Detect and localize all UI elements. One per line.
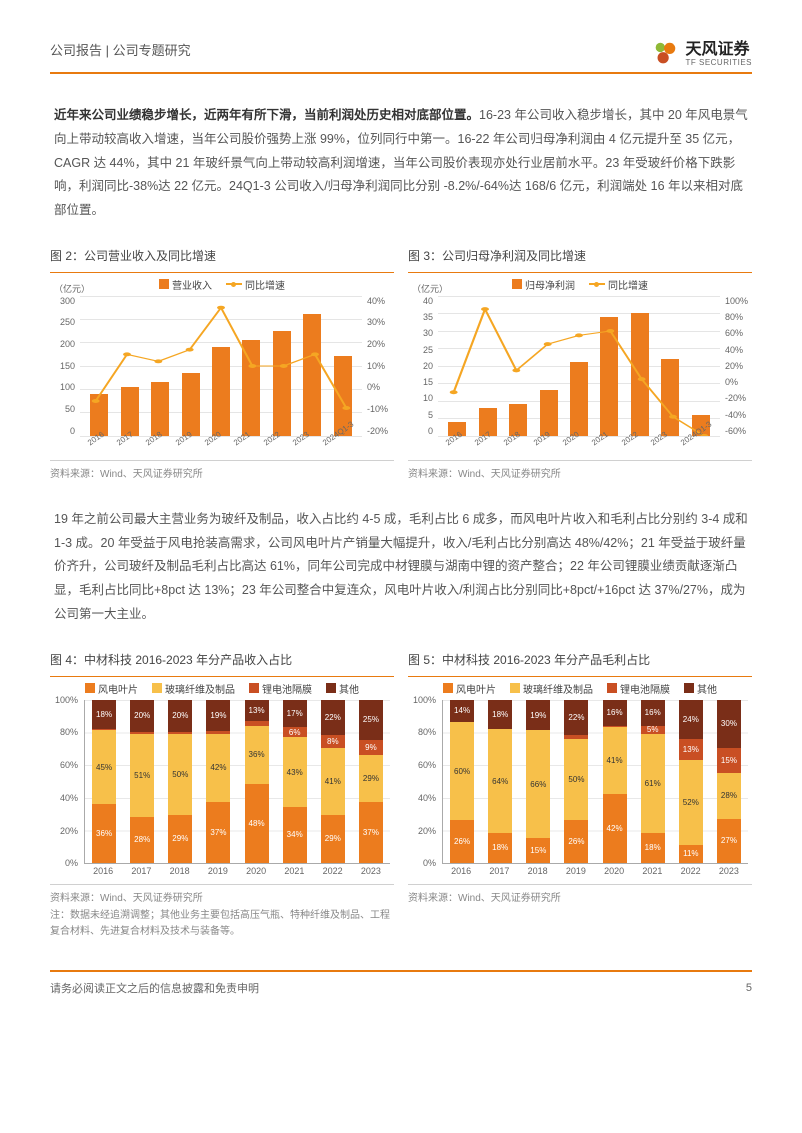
fig3-legend: 归母净利润 同比增速	[408, 277, 752, 292]
fig3-title: 图 3：公司归母净利润及同比增速	[408, 247, 752, 264]
figure-2: 图 2：公司营业收入及同比增速 营业收入 同比增速 （亿元） 300250200…	[50, 247, 394, 480]
header: 公司报告 | 公司专题研究 天风证券 TF SECURITIES	[50, 40, 752, 68]
paragraph-1: 近年来公司业绩稳步增长，近两年有所下滑，当前利润处历史相对底部位置。16-23 …	[50, 104, 752, 223]
fig5-title: 图 5：中材科技 2016-2023 年分产品毛利占比	[408, 651, 752, 668]
fig4-chart: 100%80%60%40%20%0% 36%45%18%28%51%20%29%…	[50, 700, 394, 880]
fig4-legend: 风电叶片玻璃纤维及制品锂电池隔膜其他	[50, 681, 394, 696]
brand-sub: TF SECURITIES	[685, 58, 752, 67]
logo-icon	[651, 40, 679, 68]
fig5-legend: 风电叶片玻璃纤维及制品锂电池隔膜其他	[408, 681, 752, 696]
brand-logo: 天风证券 TF SECURITIES	[651, 40, 752, 68]
divider	[50, 72, 752, 74]
fig2-legend: 营业收入 同比增速	[50, 277, 394, 292]
figure-4: 图 4：中材科技 2016-2023 年分产品收入占比 风电叶片玻璃纤维及制品锂…	[50, 651, 394, 940]
fig3-chart: （亿元） 4035302520151050 100%80%60%40%20%0%…	[408, 296, 752, 456]
fig3-source: 资料来源：Wind、天风证券研究所	[408, 465, 752, 480]
fig4-title: 图 4：中材科技 2016-2023 年分产品收入占比	[50, 651, 394, 668]
fig4-note: 注：数据未经追溯调整；其他业务主要包括高压气瓶、特种纤维及制品、工程复合材料、先…	[50, 908, 394, 940]
page-number: 5	[746, 982, 752, 994]
fig4-source: 资料来源：Wind、天风证券研究所	[50, 889, 394, 904]
fig2-chart: （亿元） 300250200150100500 40%30%20%10%0%-1…	[50, 296, 394, 456]
fig2-title: 图 2：公司营业收入及同比增速	[50, 247, 394, 264]
footer: 请务必阅读正文之后的信息披露和免责申明 5	[50, 970, 752, 996]
footer-disclaimer: 请务必阅读正文之后的信息披露和免责申明	[50, 980, 259, 996]
figure-3: 图 3：公司归母净利润及同比增速 归母净利润 同比增速 （亿元） 4035302…	[408, 247, 752, 480]
paragraph-2: 19 年之前公司最大主营业务为玻纤及制品，收入占比约 4-5 成，毛利占比 6 …	[50, 508, 752, 627]
brand-name: 天风证券	[685, 42, 752, 58]
fig2-source: 资料来源：Wind、天风证券研究所	[50, 465, 394, 480]
breadcrumb: 公司报告 | 公司专题研究	[50, 40, 191, 59]
fig5-source: 资料来源：Wind、天风证券研究所	[408, 889, 752, 904]
fig5-chart: 100%80%60%40%20%0% 26%60%14%18%64%18%15%…	[408, 700, 752, 880]
figure-5: 图 5：中材科技 2016-2023 年分产品毛利占比 风电叶片玻璃纤维及制品锂…	[408, 651, 752, 940]
